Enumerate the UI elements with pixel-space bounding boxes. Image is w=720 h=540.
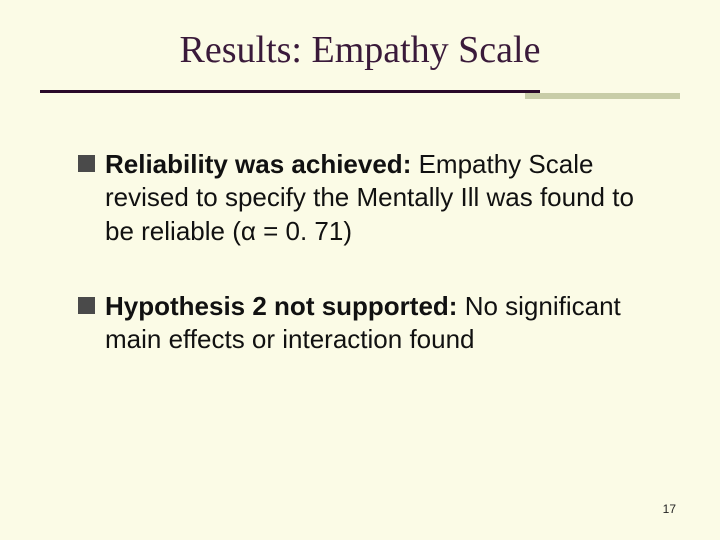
title-underline-main: [40, 90, 540, 93]
bullet-list: Reliability was achieved: Empathy Scale …: [50, 148, 670, 356]
square-bullet-icon: [78, 155, 95, 172]
slide: Results: Empathy Scale Reliability was a…: [0, 0, 720, 540]
bullet-text: Reliability was achieved: Empathy Scale …: [105, 148, 660, 248]
square-bullet-icon: [78, 297, 95, 314]
title-underline-shadow: [525, 93, 680, 99]
page-number: 17: [663, 502, 676, 516]
slide-title: Results: Empathy Scale: [50, 28, 670, 72]
bullet-item: Hypothesis 2 not supported: No significa…: [78, 290, 660, 357]
bullet-lead: Reliability was achieved:: [105, 149, 411, 179]
bullet-text: Hypothesis 2 not supported: No significa…: [105, 290, 660, 357]
bullet-lead: Hypothesis 2 not supported:: [105, 291, 457, 321]
title-underline: [50, 90, 670, 98]
bullet-item: Reliability was achieved: Empathy Scale …: [78, 148, 660, 248]
